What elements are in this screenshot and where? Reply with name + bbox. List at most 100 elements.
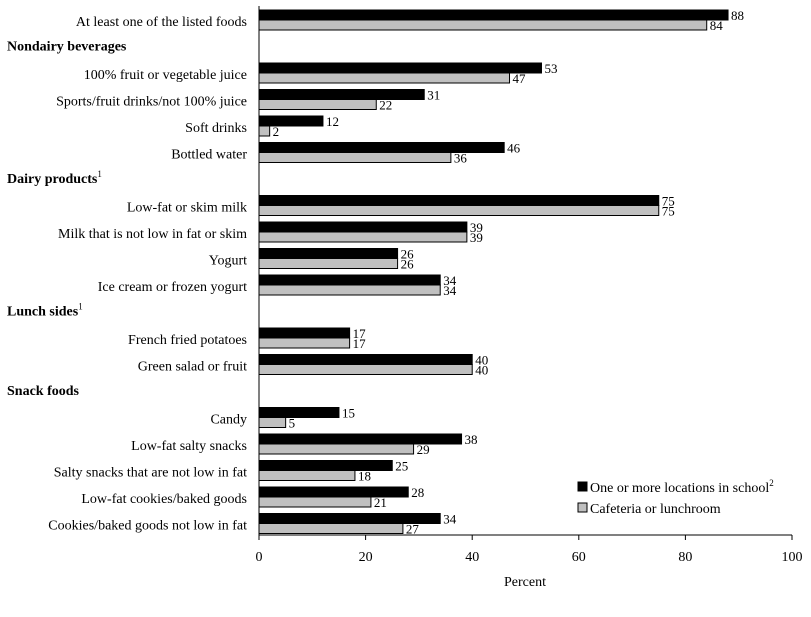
category-label: Low-fat salty snacks bbox=[131, 439, 247, 454]
data-label: 17 bbox=[353, 326, 367, 341]
data-label: 29 bbox=[417, 442, 430, 457]
bar-locations-in-school bbox=[258, 433, 463, 445]
data-label: 27 bbox=[406, 522, 420, 537]
bar-cafeteria bbox=[258, 417, 287, 428]
bar-locations-in-school bbox=[258, 354, 473, 365]
group-heading-footnote: 1 bbox=[78, 302, 83, 312]
legend-entry-footnote: 2 bbox=[769, 478, 774, 488]
bar-cafeteria bbox=[258, 364, 473, 375]
data-label: 5 bbox=[289, 416, 296, 431]
data-label: 39 bbox=[470, 230, 483, 245]
x-tick-label: 100 bbox=[782, 550, 803, 565]
data-label: 18 bbox=[358, 469, 371, 484]
group-heading-text: Nondairy beverages bbox=[7, 40, 127, 55]
data-label: 84 bbox=[710, 18, 724, 33]
bar-locations-in-school bbox=[258, 327, 351, 339]
data-label: 75 bbox=[662, 194, 675, 209]
bar-locations-in-school bbox=[258, 89, 425, 100]
bar-cafeteria bbox=[258, 19, 708, 31]
data-label: 36 bbox=[454, 151, 468, 166]
bar-locations-in-school bbox=[258, 195, 660, 206]
x-tick-label: 60 bbox=[572, 550, 586, 565]
category-label: Bottled water bbox=[171, 148, 247, 163]
group-heading: Dairy products1 bbox=[7, 169, 102, 187]
group-heading: Snack foods bbox=[7, 384, 80, 399]
category-label: Cookies/baked goods not low in fat bbox=[48, 519, 247, 534]
category-label: 100% fruit or vegetable juice bbox=[84, 68, 247, 83]
category-label: Yogurt bbox=[209, 254, 247, 269]
bar-cafeteria bbox=[258, 258, 399, 269]
bar-cafeteria bbox=[258, 443, 415, 455]
data-label: 34 bbox=[443, 512, 457, 527]
legend: One or more locations in school2 Cafeteri… bbox=[577, 478, 774, 517]
legend-entry: One or more locations in school2 bbox=[590, 478, 774, 496]
data-label: 39 bbox=[470, 220, 483, 235]
category-label: Sports/fruit drinks/not 100% juice bbox=[56, 95, 247, 110]
data-label: 47 bbox=[513, 71, 527, 86]
data-label: 38 bbox=[465, 432, 478, 447]
bars: At least one of the listed foods 88 84 100%… bbox=[48, 8, 744, 537]
legend-entry-text: One or more locations in school bbox=[590, 481, 769, 496]
data-label: 12 bbox=[326, 114, 339, 129]
data-label: 2 bbox=[273, 124, 280, 139]
data-label: 15 bbox=[342, 406, 355, 421]
bar-locations-in-school bbox=[258, 9, 729, 21]
bar-cafeteria bbox=[258, 496, 372, 508]
bar-cafeteria bbox=[258, 72, 511, 84]
bar-locations-in-school bbox=[258, 62, 542, 74]
data-label: 26 bbox=[401, 257, 415, 272]
bar-cafeteria bbox=[258, 523, 404, 534]
category-label: Low-fat or skim milk bbox=[127, 201, 247, 216]
bar-cafeteria bbox=[258, 470, 356, 481]
category-label: Salty snacks that are not low in fat bbox=[54, 466, 247, 481]
bar-cafeteria bbox=[258, 284, 441, 296]
category-label: Milk that is not low in fat or skim bbox=[58, 227, 247, 242]
category-label: French fried potatoes bbox=[128, 333, 247, 348]
bar-locations-in-school bbox=[258, 115, 324, 127]
data-label: 25 bbox=[395, 459, 408, 474]
x-axis: 0 20 40 60 80 100 bbox=[256, 6, 803, 565]
data-label: 40 bbox=[475, 363, 488, 378]
bar-cafeteria bbox=[258, 125, 271, 137]
data-label: 75 bbox=[662, 204, 675, 219]
data-label: 53 bbox=[544, 61, 557, 76]
bar-locations-in-school bbox=[258, 248, 399, 259]
bar-locations-in-school bbox=[258, 407, 340, 418]
legend-entry: Cafeteria or lunchroom bbox=[590, 502, 721, 517]
group-heading-text: Dairy products bbox=[7, 172, 98, 187]
x-axis-title: Percent bbox=[504, 575, 546, 590]
category-label: Low-fat cookies/baked goods bbox=[81, 492, 247, 507]
bar-cafeteria bbox=[258, 152, 452, 163]
x-tick-label: 80 bbox=[678, 550, 692, 565]
x-tick-label: 40 bbox=[465, 550, 479, 565]
data-label: 34 bbox=[443, 273, 457, 288]
x-tick-label: 0 bbox=[256, 550, 263, 565]
data-label: 21 bbox=[374, 495, 387, 510]
data-label: 88 bbox=[731, 8, 744, 23]
bar-cafeteria bbox=[258, 337, 351, 349]
x-tick-label: 20 bbox=[359, 550, 373, 565]
data-label: 26 bbox=[401, 247, 415, 262]
category-label: Soft drinks bbox=[185, 121, 247, 136]
bar-locations-in-school bbox=[258, 142, 505, 153]
bar-locations-in-school bbox=[258, 274, 441, 286]
group-heading-text: Snack foods bbox=[7, 384, 80, 399]
category-label: At least one of the listed foods bbox=[76, 15, 247, 30]
group-heading-text: Lunch sides bbox=[7, 305, 79, 320]
data-label: 34 bbox=[443, 283, 457, 298]
group-heading: Nondairy beverages bbox=[7, 40, 127, 55]
data-label: 22 bbox=[379, 98, 392, 113]
bar-cafeteria bbox=[258, 99, 377, 110]
bar-locations-in-school bbox=[258, 460, 393, 471]
legend-swatch-cafeteria bbox=[577, 502, 588, 513]
bar-cafeteria bbox=[258, 231, 468, 243]
legend-entry-text: Cafeteria or lunchroom bbox=[590, 502, 721, 517]
legend-swatch-locations-in-school bbox=[577, 481, 588, 492]
bar-locations-in-school bbox=[258, 221, 468, 233]
data-label: 46 bbox=[507, 141, 521, 156]
category-label: Green salad or fruit bbox=[138, 360, 247, 375]
data-label: 28 bbox=[411, 485, 424, 500]
data-label: 31 bbox=[427, 88, 440, 103]
